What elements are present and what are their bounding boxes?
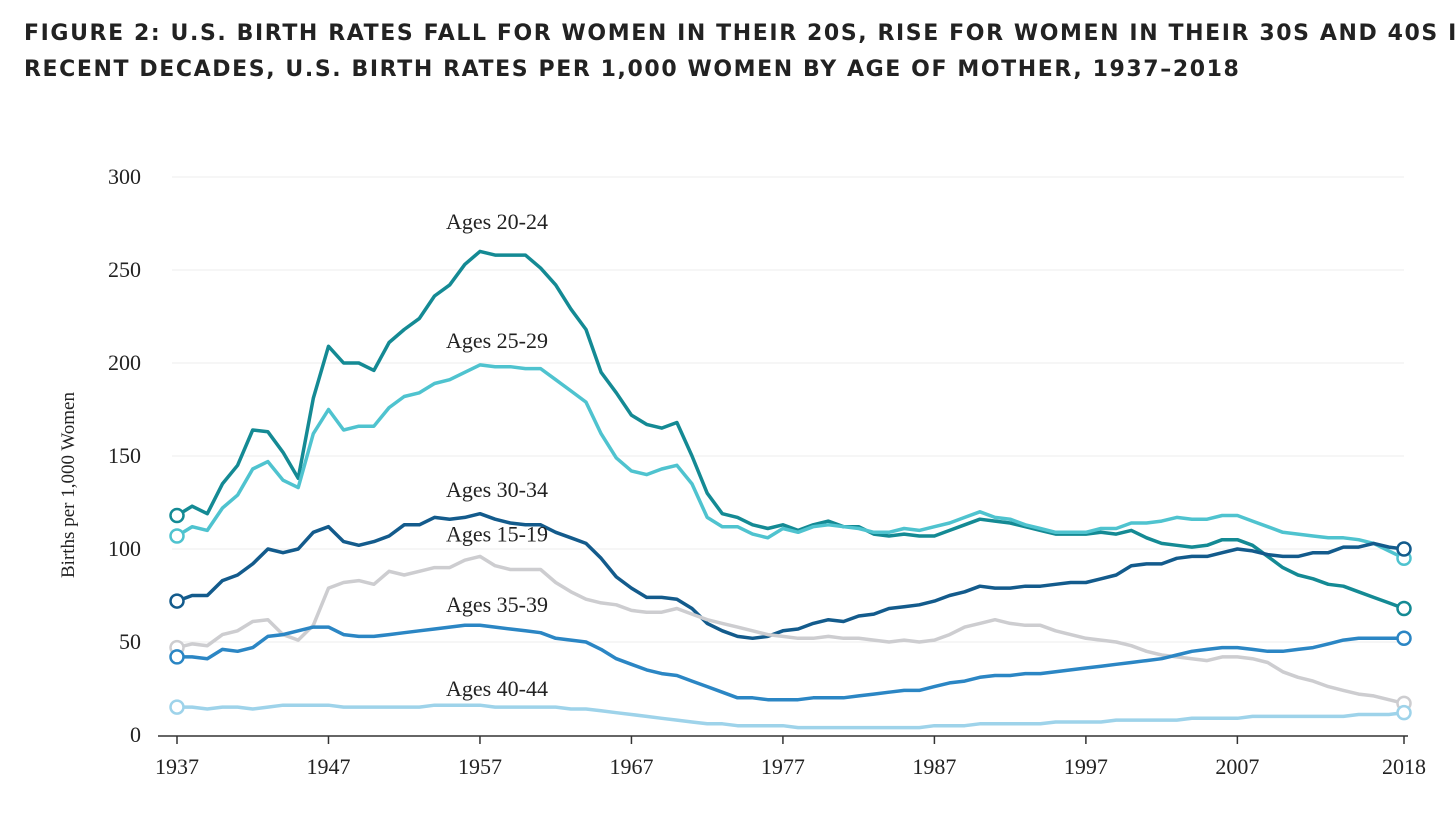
series-start-point-ages-40-44 xyxy=(169,699,185,715)
series-label-ages-30-34: Ages 30-34 xyxy=(446,477,548,502)
series-start-point-ages-35-39 xyxy=(169,649,185,665)
y-tick-label: 300 xyxy=(108,164,141,189)
x-tick-label: 2018 xyxy=(1382,754,1426,779)
y-axis-ticks: 0 50 100 150 200 250 300 xyxy=(108,164,141,747)
series-label-ages-20-24: Ages 20-24 xyxy=(446,209,548,234)
x-tick-label: 1987 xyxy=(912,754,956,779)
series-line-ages-35-39 xyxy=(175,623,1406,702)
y-axis-label: Births per 1,000 Women xyxy=(58,392,79,578)
series-label-ages-35-39: Ages 35-39 xyxy=(446,592,548,617)
series-label-ages-40-44: Ages 40-44 xyxy=(446,676,548,701)
grid-lines xyxy=(172,176,1404,643)
series-lines xyxy=(175,249,1406,730)
series-line-ages-15-19 xyxy=(175,554,1406,706)
y-tick-label: 100 xyxy=(108,536,141,561)
series-start-point-ages-30-34 xyxy=(169,593,185,609)
x-tick-label: 1957 xyxy=(458,754,502,779)
chart-title-line-2: RECENT DECADES, U.S. BIRTH RATES PER 1,0… xyxy=(24,57,1241,82)
series-labels: Ages 20-24 Ages 25-29 Ages 30-34 Ages 15-19… xyxy=(446,209,548,701)
series-line-ages-40-44 xyxy=(175,703,1406,730)
series-start-point-ages-20-24 xyxy=(169,507,185,524)
x-tick-label: 1997 xyxy=(1064,754,1108,779)
y-tick-label: 250 xyxy=(108,257,141,282)
chart-title: FIGURE 2: U.S. BIRTH RATES FALL FOR WOME… xyxy=(24,16,1456,88)
x-tick-label: 1977 xyxy=(761,754,805,779)
y-tick-label: 200 xyxy=(108,350,141,375)
series-line-ages-25-29 xyxy=(175,363,1406,561)
x-axis-ticks: 1937 1947 1957 1967 1977 1987 1997 2007 2018 xyxy=(155,735,1426,779)
series-end-point-ages-30-34 xyxy=(1396,541,1412,557)
series-end-markers xyxy=(169,507,1412,721)
y-tick-label: 150 xyxy=(108,443,141,468)
x-tick-label: 1967 xyxy=(609,754,653,779)
x-tick-label: 1937 xyxy=(155,754,199,779)
chart-title-line-1: FIGURE 2: U.S. BIRTH RATES FALL FOR WOME… xyxy=(24,21,1456,46)
series-label-ages-15-19: Ages 15-19 xyxy=(446,522,548,547)
series-end-point-ages-40-44 xyxy=(1396,704,1412,721)
series-end-point-ages-20-24 xyxy=(1396,600,1412,617)
series-line-ages-30-34 xyxy=(175,511,1406,641)
series-end-point-ages-35-39 xyxy=(1396,630,1412,647)
x-tick-label: 2007 xyxy=(1215,754,1259,779)
x-tick-label: 1947 xyxy=(306,754,350,779)
series-label-ages-25-29: Ages 25-29 xyxy=(446,328,548,353)
y-tick-label: 50 xyxy=(119,629,141,654)
y-tick-label: 0 xyxy=(130,722,141,747)
series-start-point-ages-25-29 xyxy=(169,528,185,544)
series-line-ages-20-24 xyxy=(175,249,1406,611)
